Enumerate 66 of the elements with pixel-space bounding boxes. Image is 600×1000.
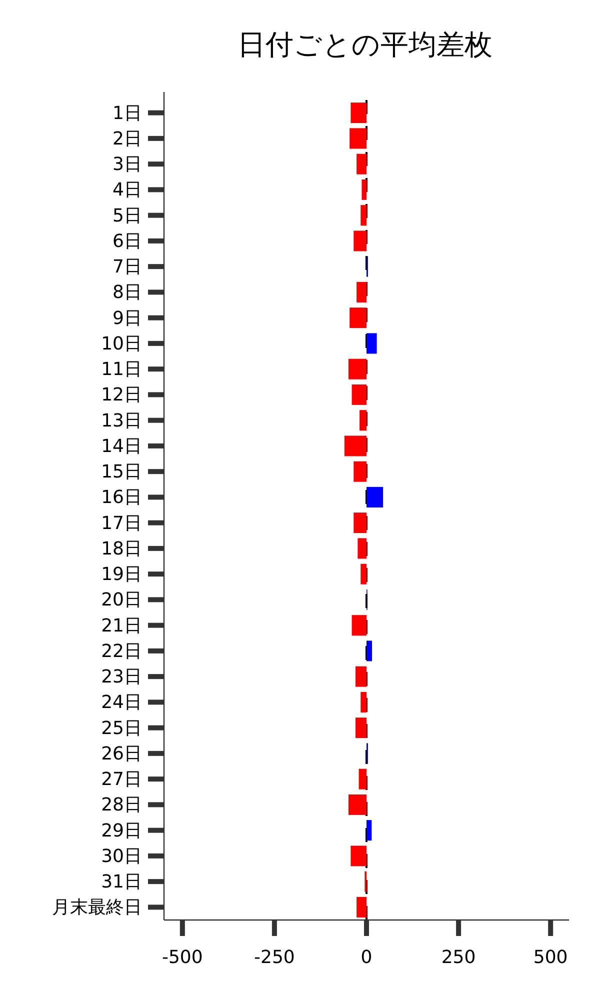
y-tick-label: 24日 — [101, 692, 142, 714]
bar — [366, 333, 377, 354]
x-tick-label: -500 — [162, 947, 203, 968]
bar — [358, 768, 366, 790]
y-tick-label: 23日 — [101, 666, 142, 688]
y-tick-label: 2日 — [112, 128, 142, 150]
bar — [366, 820, 372, 841]
bar — [356, 282, 366, 302]
y-tick-label: 16日 — [101, 487, 142, 508]
y-tick-label: 27日 — [101, 769, 142, 790]
x-tick-label: 250 — [441, 947, 476, 968]
y-tick-label: 22日 — [101, 640, 142, 662]
y-tick-label: 18日 — [101, 538, 142, 560]
x-tick-label: -250 — [254, 947, 295, 968]
y-tick-label: 11日 — [101, 359, 142, 380]
bar — [360, 205, 366, 226]
bar — [348, 794, 366, 815]
bar — [360, 692, 366, 712]
y-tick-label: 8日 — [112, 282, 142, 304]
bar — [352, 615, 366, 636]
bar — [344, 436, 366, 456]
bar — [350, 128, 366, 149]
y-tick-label: 20日 — [101, 590, 142, 611]
y-tick-label: 13日 — [101, 410, 142, 432]
x-tick-label: 500 — [533, 947, 568, 968]
bar — [358, 538, 366, 559]
bar — [350, 846, 366, 866]
y-tick-label: 12日 — [101, 384, 142, 406]
y-tick-label: 4日 — [112, 180, 142, 201]
y-tick-label: 28日 — [101, 794, 142, 816]
bar — [360, 410, 366, 431]
y-tick-label: 31日 — [101, 872, 142, 893]
bar — [355, 666, 366, 687]
y-tick-label: 29日 — [101, 820, 142, 842]
y-tick-label: 5日 — [112, 205, 142, 226]
bar — [360, 564, 366, 584]
bar — [362, 179, 366, 200]
y-tick-label: 15日 — [101, 462, 142, 483]
y-tick-label: 25日 — [101, 718, 142, 739]
y-tick-label: 21日 — [101, 615, 142, 636]
x-tick-label: 0 — [360, 947, 372, 968]
bar — [366, 486, 384, 508]
y-tick-label: 26日 — [101, 743, 142, 764]
bar — [355, 718, 366, 738]
bar — [350, 308, 366, 328]
bar — [354, 512, 366, 534]
y-tick-label: 3日 — [112, 154, 142, 176]
bar — [354, 230, 366, 252]
bar — [350, 102, 366, 124]
bar — [366, 640, 372, 662]
y-tick-label: 6日 — [112, 230, 142, 252]
bar — [354, 461, 366, 482]
bar — [352, 384, 366, 405]
bar — [348, 358, 366, 380]
y-tick-label: 7日 — [112, 256, 142, 278]
y-tick-label: 9日 — [112, 308, 142, 329]
y-tick-label: 17日 — [101, 512, 142, 534]
y-tick-label: 1日 — [112, 102, 142, 124]
y-tick-label: 14日 — [101, 436, 142, 457]
y-tick-label: 月末最終日 — [52, 897, 142, 918]
y-tick-label: 19日 — [101, 564, 142, 586]
y-tick-label: 30日 — [101, 846, 142, 867]
bar — [356, 896, 366, 918]
chart-title: 日付ごとの平均差枚 — [238, 28, 492, 61]
bar — [356, 154, 366, 174]
y-tick-label: 10日 — [101, 333, 142, 354]
